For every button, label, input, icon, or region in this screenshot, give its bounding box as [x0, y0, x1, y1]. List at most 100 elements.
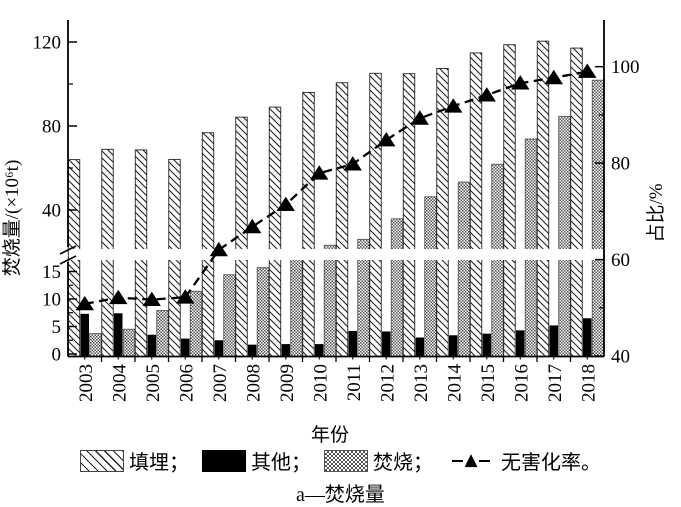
bar-焚烧-2015 — [491, 163, 504, 357]
rate-marker-2003 — [75, 295, 94, 311]
axis-break-band — [69, 249, 603, 260]
bar-焚烧-2017 — [558, 115, 571, 357]
y-left-axis-title: 焚烧量/(×10⁶t) — [1, 160, 23, 277]
y-left-tick-label: 120 — [33, 33, 62, 54]
x-tick-label-2010: 2010 — [310, 364, 331, 402]
x-tick-label-2005: 2005 — [143, 364, 164, 402]
rate-marker-2012 — [377, 132, 396, 147]
bar-其他-2006 — [181, 338, 190, 357]
legend-item-other: 其他； — [202, 446, 311, 475]
y-left-tick-label: 80 — [42, 117, 61, 138]
bar-其他-2003 — [80, 313, 89, 357]
chart-svg: 40 80 120 0 5 10 15 40 60 80 100 2003 2004 2005 2006 20… — [1, 20, 667, 446]
bar-其他-2016 — [516, 330, 525, 357]
rate-marker-2006 — [176, 289, 195, 304]
bar-填埋-2018 — [570, 47, 583, 357]
legend-label-incineration: 焚烧； — [373, 452, 433, 474]
x-axis-title: 年份 — [311, 424, 349, 446]
axes — [67, 20, 605, 358]
figure-caption: a—焚烧量 — [296, 484, 385, 506]
rate-marker-2004 — [109, 289, 128, 305]
rate-marker-2016 — [511, 75, 530, 90]
bar-焚烧-2010 — [323, 244, 337, 357]
bar-其他-2008 — [248, 344, 257, 357]
bar-其他-2007 — [214, 340, 223, 357]
bar-其他-2004 — [114, 313, 123, 357]
bar-填埋-2011 — [335, 82, 349, 357]
rate-marker-2013 — [410, 110, 429, 125]
y-right-tick-label: 40 — [611, 347, 630, 368]
axis-break-marks — [59, 245, 77, 265]
bar-焚烧-2009 — [290, 249, 303, 357]
bar-焚烧-2018 — [591, 79, 605, 357]
x-tick-label-2015: 2015 — [478, 364, 499, 402]
bar-焚烧-2014 — [457, 181, 471, 357]
x-tick-label-2011: 2011 — [344, 364, 365, 401]
x-tick-label-2003: 2003 — [76, 364, 97, 402]
bar-其他-2013 — [415, 337, 424, 357]
x-tick-label-2006: 2006 — [176, 364, 197, 402]
legend-label-rate: 无害化率。 — [501, 452, 601, 474]
bar-填埋-2010 — [302, 91, 315, 357]
legend-item-incineration: 焚烧； — [324, 446, 433, 475]
legend-label-other: 其他； — [251, 452, 311, 474]
bar-焚烧-2004 — [122, 328, 136, 357]
dash-icon — [452, 459, 464, 462]
bar-焚烧-2007 — [223, 274, 236, 357]
x-tick-label-2008: 2008 — [243, 364, 264, 402]
bar-其他-2012 — [382, 331, 391, 357]
rate-marker-2011 — [343, 156, 362, 171]
bar-焚烧-2013 — [424, 196, 437, 357]
y-left-tick-label: 40 — [42, 201, 61, 222]
legend-item-landfill: 填埋； — [80, 446, 189, 475]
bar-焚烧-2005 — [156, 310, 169, 357]
bar-其他-2018 — [583, 318, 592, 357]
legend-line-sample: ▲ — [446, 452, 496, 469]
x-tick-label-2014: 2014 — [444, 364, 465, 403]
x-tick-label-2013: 2013 — [411, 364, 432, 402]
x-tick-label-2012: 2012 — [377, 364, 398, 402]
bar-填埋-2007 — [201, 132, 215, 357]
bar-填埋-2012 — [369, 72, 382, 357]
rate-marker-2008 — [243, 218, 262, 234]
bar-焚烧-2003 — [89, 333, 102, 357]
rate-marker-2009 — [276, 196, 295, 211]
x-tick-label-2004: 2004 — [109, 364, 130, 403]
bar-填埋-2016 — [503, 44, 516, 357]
bar-其他-2017 — [549, 325, 558, 357]
bar-焚烧-2016 — [524, 138, 538, 357]
x-tick-label-2017: 2017 — [545, 364, 566, 402]
rate-marker-2017 — [544, 69, 563, 85]
y-left-tick-label: 10 — [42, 290, 61, 311]
x-tick-label-2007: 2007 — [210, 364, 231, 402]
dash-icon — [478, 459, 490, 462]
y-right-tick-label: 80 — [611, 154, 630, 175]
rate-marker-2005 — [142, 291, 161, 306]
y-left-tick-label: 0 — [52, 345, 62, 366]
legend: 填埋； 其他； 焚烧； ▲ 无害化率。 — [0, 446, 681, 475]
bar-其他-2005 — [147, 334, 156, 357]
bar-焚烧-2012 — [390, 218, 404, 357]
legend-swatch-landfill — [80, 449, 124, 472]
bar-其他-2014 — [449, 335, 458, 357]
rate-marker-2018 — [578, 63, 597, 78]
bar-其他-2010 — [315, 344, 324, 357]
bar-填埋-2009 — [268, 106, 282, 357]
rate-marker-2007 — [209, 241, 228, 257]
x-tick-label-2018: 2018 — [578, 364, 599, 402]
y-left-tick-label: 5 — [52, 317, 62, 338]
legend-swatch-other — [202, 449, 246, 472]
bar-其他-2011 — [348, 330, 357, 357]
y-right-axis-title: 占比/% — [645, 183, 667, 242]
bar-其他-2009 — [281, 344, 290, 357]
y-right-tick-label: 60 — [611, 250, 630, 271]
rate-marker-2015 — [477, 87, 496, 102]
rate-marker-2010 — [310, 165, 329, 180]
bar-焚烧-2008 — [256, 267, 270, 357]
bar-填埋-2017 — [536, 40, 550, 357]
bar-其他-2015 — [482, 333, 491, 357]
y-left-tick-label: 15 — [42, 262, 61, 283]
rate-marker-2014 — [444, 98, 463, 113]
legend-item-rate: ▲ 无害化率。 — [446, 446, 601, 475]
